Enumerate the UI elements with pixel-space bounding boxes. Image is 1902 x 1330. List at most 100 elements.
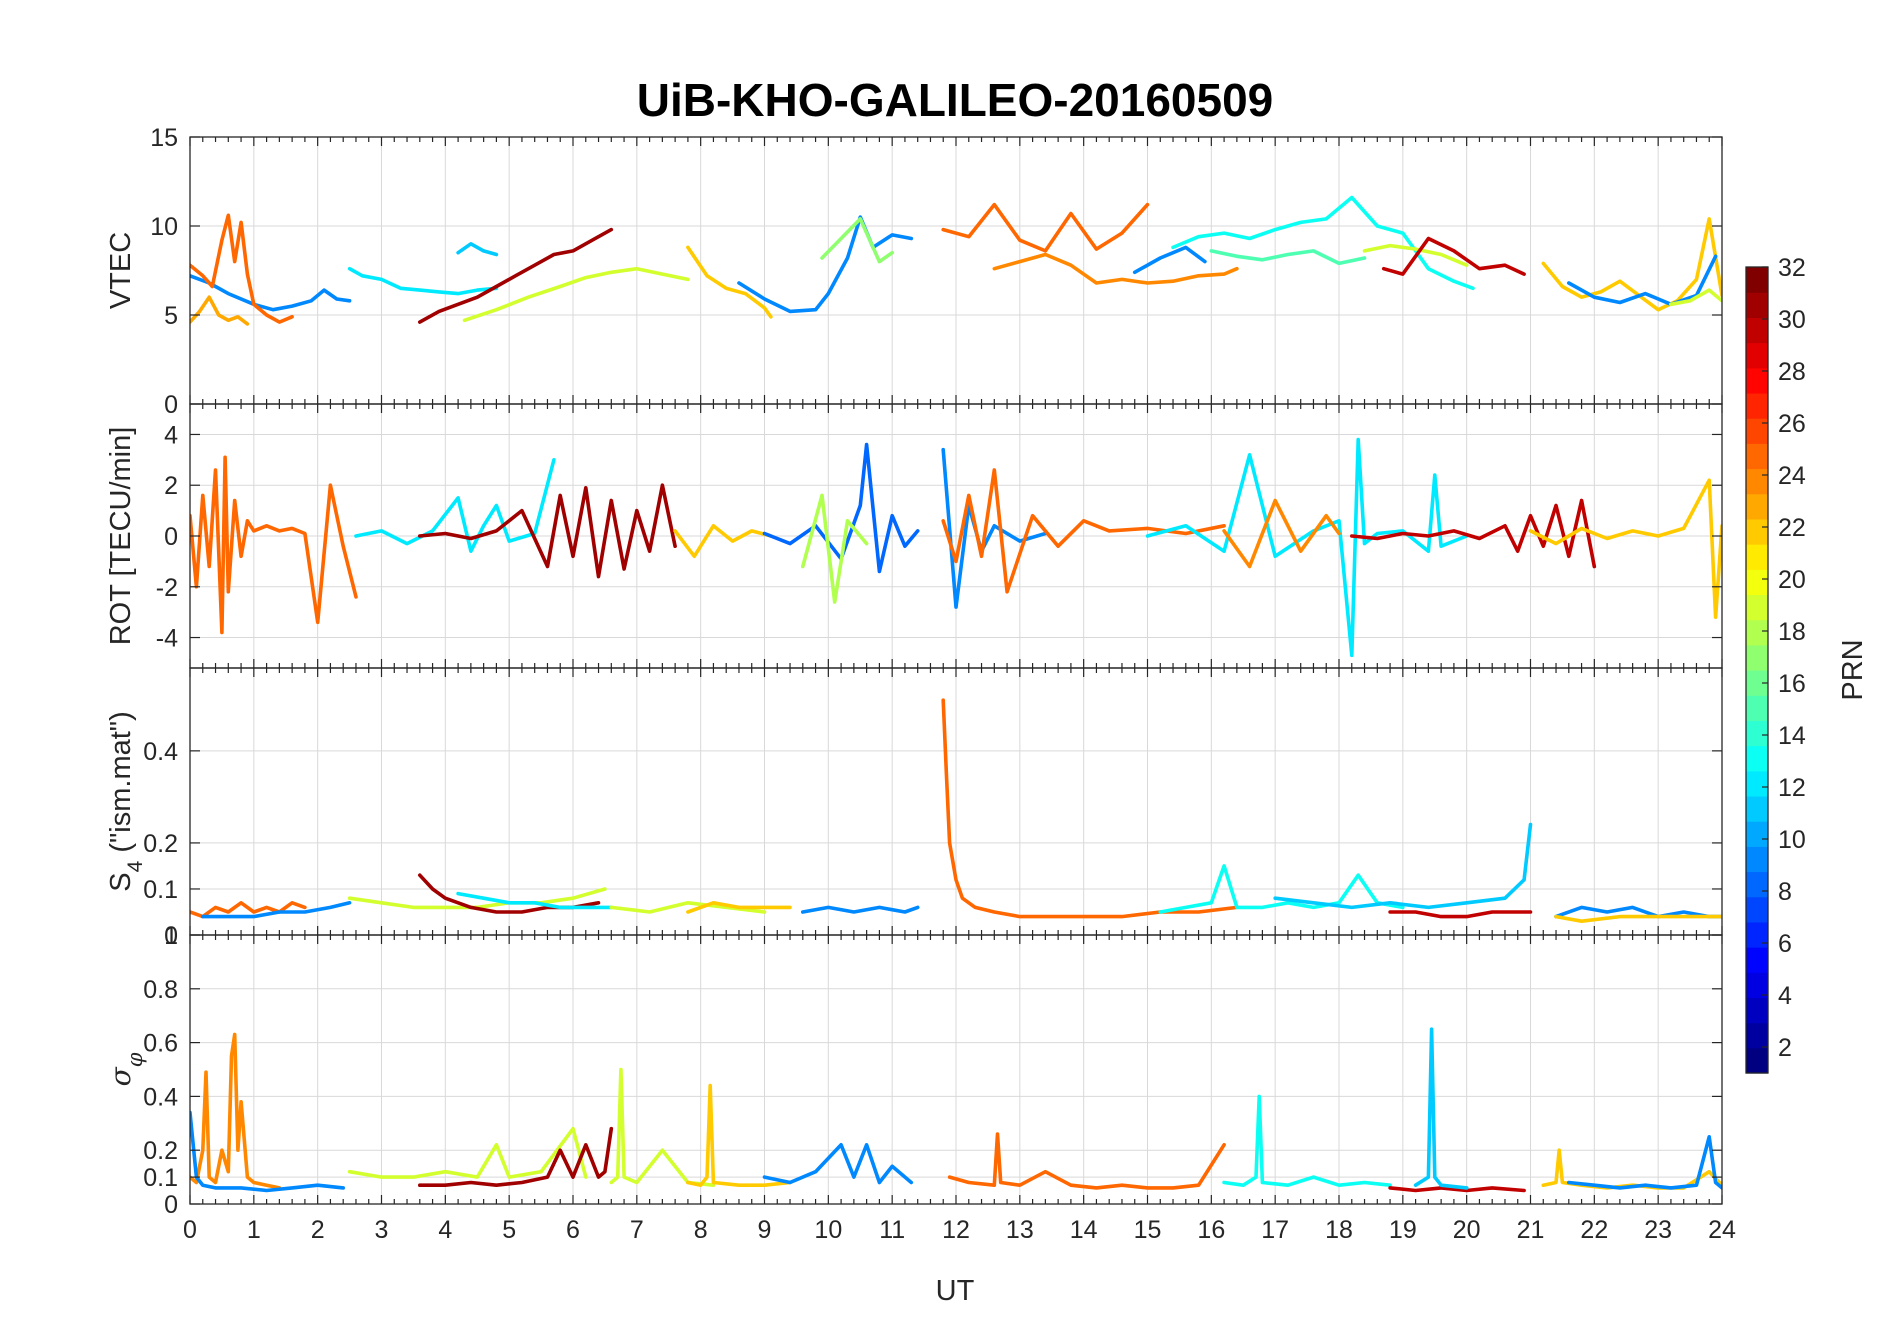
- series-line-prn-9: [190, 273, 352, 312]
- colorbar-segment: [1746, 644, 1768, 671]
- series-line-prn-12: [347, 266, 499, 296]
- colorbar-segment: [1746, 871, 1768, 898]
- x-tick-label: 8: [694, 1216, 708, 1244]
- series-line-prn-9: [1567, 1135, 1722, 1190]
- y-tick-label: -4: [156, 625, 178, 653]
- series-line-prn-19: [609, 1067, 716, 1187]
- x-tick-label: 7: [630, 1216, 644, 1244]
- colorbar-segment: [1746, 896, 1768, 923]
- colorbar-segment: [1746, 695, 1768, 721]
- series-line-prn-24: [992, 252, 1239, 285]
- series-line-prn-13: [1171, 195, 1475, 291]
- colorbar-label: PRN: [1837, 639, 1869, 700]
- x-tick-label: 20: [1453, 1216, 1481, 1244]
- series-line-prn-31: [417, 227, 614, 324]
- x-tick-label: 14: [1070, 1216, 1098, 1244]
- series-line-prn-11: [1413, 1027, 1469, 1190]
- y-tick-label: -2: [156, 574, 178, 602]
- colorbar-tick-label: 16: [1778, 670, 1806, 698]
- series-line-prn-22: [1554, 914, 1722, 924]
- x-tick-label: 21: [1517, 1216, 1545, 1244]
- grid-sigma_phi: [190, 935, 1722, 1204]
- series-line-prn-30: [1381, 236, 1526, 276]
- colorbar-segment: [1746, 418, 1768, 444]
- colorbar-segment: [1746, 569, 1768, 596]
- colorbar-tick-label: 30: [1778, 306, 1806, 334]
- colorbar-segment: [1746, 947, 1768, 973]
- series-line-prn-25: [947, 1132, 1226, 1190]
- x-axis-label: UT: [936, 1275, 975, 1307]
- x-tick-label: 24: [1708, 1216, 1736, 1244]
- x-tick-label: 16: [1197, 1216, 1225, 1244]
- x-tick-label: 17: [1261, 1216, 1289, 1244]
- series-line-prn-22: [686, 1083, 792, 1187]
- y-axis-label-sigma_phi: σφ: [104, 1052, 147, 1086]
- y-tick-label: 5: [164, 302, 178, 330]
- series-line-prn-22: [673, 523, 773, 559]
- x-tick-label: 23: [1644, 1216, 1672, 1244]
- colorbar-segment: [1746, 392, 1768, 419]
- y-axis-label-vtec: VTEC: [105, 232, 137, 309]
- series-line-prn-12: [354, 457, 556, 554]
- x-tick-label: 15: [1134, 1216, 1162, 1244]
- colorbar-frame: [1745, 266, 1769, 1074]
- y-tick-label: 0.6: [143, 1030, 178, 1058]
- colorbar-segment: [1746, 997, 1768, 1024]
- series-line-prn-30: [1388, 1186, 1526, 1193]
- series-line-prn-25: [190, 455, 358, 635]
- series-line-prn-23: [190, 295, 250, 326]
- colorbar-segment: [1746, 518, 1768, 545]
- series-line-prn-30: [1388, 910, 1533, 919]
- y-tick-label: 0: [164, 391, 178, 419]
- colorbar-segment: [1746, 745, 1768, 772]
- series-line-prn-12: [456, 891, 614, 910]
- colorbar-segment: [1746, 670, 1768, 696]
- y-tick-label: 0: [164, 922, 178, 950]
- series-group-sigma_phi: [190, 1027, 1722, 1193]
- grid-s4: [190, 668, 1722, 935]
- x-tick-label: 0: [183, 1216, 197, 1244]
- x-tick-label: 13: [1006, 1216, 1034, 1244]
- series-line-prn-30: [1350, 498, 1597, 569]
- series-line-prn-15: [1209, 249, 1367, 266]
- y-tick-label: 0.4: [143, 1083, 178, 1111]
- series-line-prn-31: [417, 483, 677, 579]
- y-axis-label-s4: S4 ("ism.mat"): [105, 711, 147, 892]
- colorbar-tick-label: 24: [1778, 462, 1806, 490]
- series-line-prn-13: [1222, 1094, 1392, 1187]
- figure-title: UiB-KHO-GALILEO-20160509: [637, 74, 1274, 126]
- colorbar-segment: [1746, 267, 1768, 293]
- y-tick-label: 10: [150, 213, 178, 241]
- series-line-prn-9: [762, 1143, 914, 1185]
- colorbar-segment: [1746, 367, 1768, 394]
- x-tick-label: 9: [758, 1216, 772, 1244]
- y-tick-label: 15: [150, 124, 178, 152]
- series-line-prn-25: [190, 213, 294, 324]
- series-line-prn-19: [462, 266, 690, 323]
- colorbar-tick-label: 20: [1778, 566, 1806, 594]
- series-line-prn-25: [941, 202, 1150, 253]
- colorbar-segment: [1746, 317, 1768, 344]
- series-line-prn-12: [1145, 437, 1469, 658]
- y-tick-label: 0.4: [143, 738, 178, 766]
- colorbar-segment: [1746, 1047, 1768, 1074]
- series-line-prn-13: [1158, 864, 1405, 914]
- y-tick-label: 0.1: [143, 1164, 178, 1192]
- colorbar-segment: [1746, 619, 1768, 646]
- series-line-prn-22: [686, 900, 792, 914]
- y-tick-label: 2: [164, 472, 178, 500]
- colorbar-segment: [1746, 972, 1768, 999]
- series-line-prn-25: [941, 468, 1226, 594]
- colorbar-segment: [1746, 292, 1768, 318]
- colorbar-tick-label: 4: [1778, 982, 1792, 1010]
- x-tick-label: 6: [566, 1216, 580, 1244]
- series-line-prn-24: [190, 1032, 282, 1190]
- colorbar-segment: [1746, 594, 1768, 621]
- series-line-prn-19: [1669, 288, 1722, 307]
- x-tick-label: 4: [438, 1216, 452, 1244]
- y-axis-label-rot: ROT [TECU/min]: [105, 427, 137, 646]
- colorbar-tick-label: 12: [1778, 774, 1806, 802]
